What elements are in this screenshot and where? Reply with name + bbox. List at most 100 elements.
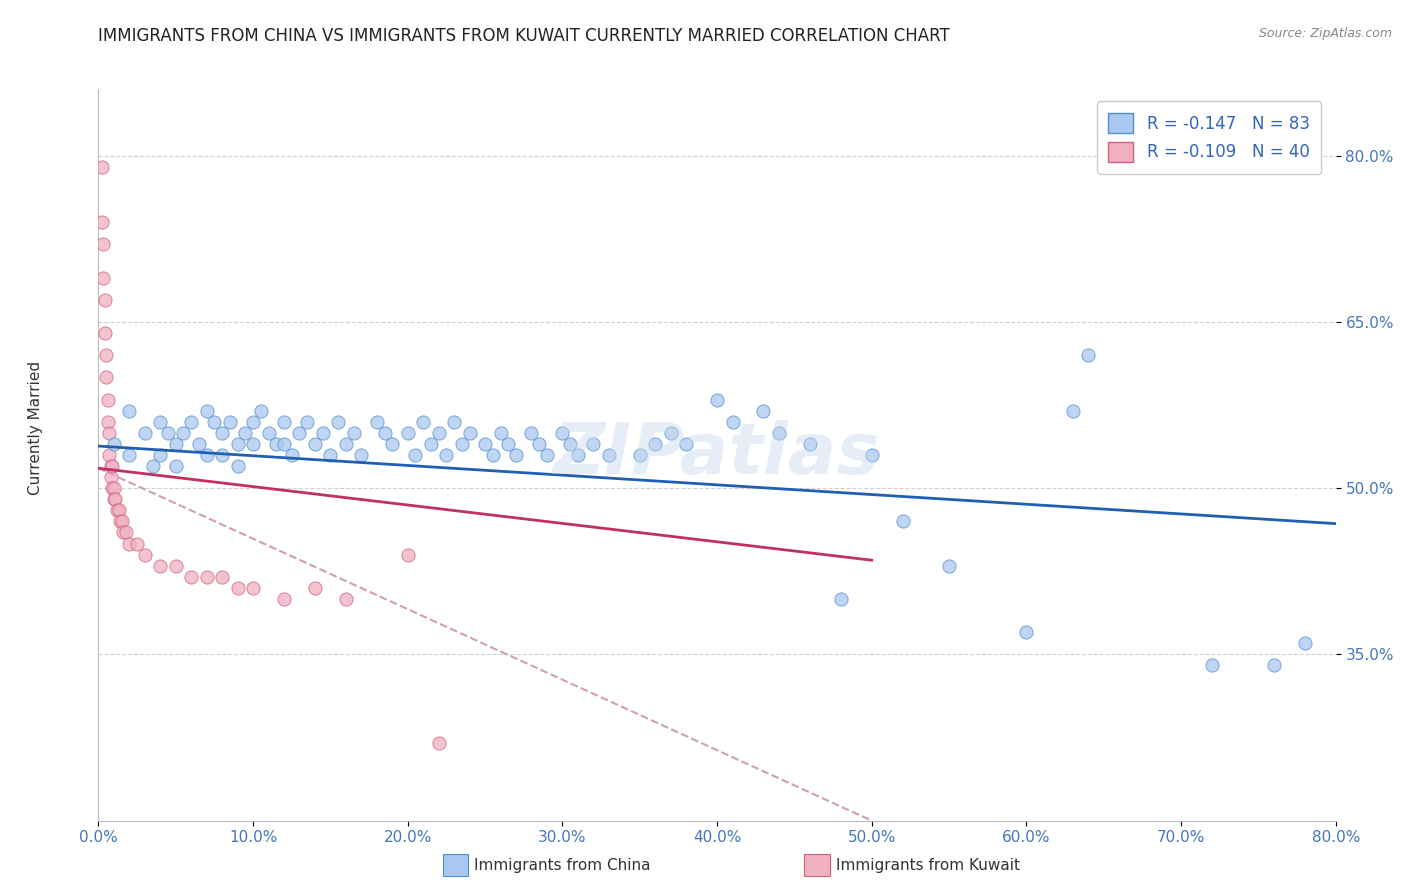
Point	[335, 437, 357, 451]
Text: Immigrants from Kuwait: Immigrants from Kuwait	[837, 858, 1019, 872]
Point	[211, 570, 233, 584]
Text: Source: ZipAtlas.com: Source: ZipAtlas.com	[1258, 27, 1392, 40]
Point	[100, 470, 122, 484]
Point	[219, 415, 242, 429]
Point	[938, 558, 960, 573]
Point	[226, 581, 249, 595]
Point	[343, 425, 366, 440]
Point	[304, 581, 326, 595]
Point	[419, 437, 441, 451]
Point	[304, 437, 326, 451]
Point	[96, 370, 118, 384]
Point	[188, 437, 211, 451]
Point	[111, 515, 132, 529]
Point	[257, 425, 280, 440]
Point	[481, 448, 505, 462]
Point	[366, 415, 388, 429]
Point	[149, 558, 172, 573]
Point	[242, 437, 264, 451]
Point	[536, 448, 558, 462]
Point	[350, 448, 373, 462]
Point	[96, 348, 118, 362]
Point	[427, 425, 450, 440]
Point	[134, 548, 156, 562]
Point	[180, 570, 202, 584]
Point	[799, 437, 821, 451]
Point	[101, 458, 124, 473]
Point	[427, 736, 450, 750]
Point	[450, 437, 472, 451]
Point	[242, 581, 264, 595]
Point	[98, 448, 121, 462]
Point	[273, 415, 295, 429]
Point	[721, 415, 744, 429]
Point	[396, 425, 419, 440]
Point	[1077, 348, 1099, 362]
Point	[103, 437, 125, 451]
Point	[118, 536, 141, 550]
Point	[105, 503, 128, 517]
Point	[396, 548, 419, 562]
Point	[443, 415, 465, 429]
Point	[706, 392, 728, 407]
Point	[752, 403, 775, 417]
Point	[141, 458, 165, 473]
Point	[436, 448, 458, 462]
Point	[180, 415, 202, 429]
Point	[644, 437, 666, 451]
Point	[195, 448, 218, 462]
Point	[112, 525, 135, 540]
Point	[149, 415, 172, 429]
Point	[273, 592, 295, 607]
Point	[474, 437, 496, 451]
Point	[101, 481, 124, 495]
Point	[104, 492, 127, 507]
Point	[1201, 658, 1223, 673]
Point	[1062, 403, 1084, 417]
Point	[127, 536, 149, 550]
Point	[118, 448, 141, 462]
Point	[319, 448, 342, 462]
Point	[226, 437, 249, 451]
Point	[860, 448, 883, 462]
Point	[551, 425, 574, 440]
Point	[100, 458, 122, 473]
Point	[103, 481, 125, 495]
Point	[374, 425, 396, 440]
Point	[226, 458, 249, 473]
Point	[90, 215, 112, 229]
Legend: R = -0.147   N = 83, R = -0.109   N = 40: R = -0.147 N = 83, R = -0.109 N = 40	[1097, 101, 1322, 174]
Point	[582, 437, 605, 451]
Point	[312, 425, 335, 440]
Point	[107, 503, 129, 517]
Point	[830, 592, 852, 607]
Point	[405, 448, 427, 462]
Point	[93, 293, 115, 307]
Point	[335, 592, 357, 607]
Point	[195, 570, 218, 584]
Point	[1263, 658, 1285, 673]
Point	[659, 425, 682, 440]
Point	[529, 437, 551, 451]
Point	[165, 558, 187, 573]
Point	[134, 425, 156, 440]
Point	[1294, 636, 1316, 650]
Point	[98, 425, 121, 440]
Point	[195, 403, 218, 417]
Point	[489, 425, 512, 440]
Point	[567, 448, 589, 462]
Point	[91, 237, 114, 252]
Point	[297, 415, 319, 429]
Point	[458, 425, 481, 440]
Point	[560, 437, 582, 451]
Point	[250, 403, 273, 417]
Point	[149, 448, 172, 462]
Point	[93, 326, 115, 340]
Point	[165, 437, 187, 451]
Point	[281, 448, 304, 462]
Point	[91, 270, 114, 285]
Point	[242, 415, 264, 429]
Point	[675, 437, 697, 451]
Point	[97, 392, 120, 407]
Text: ZIPatlas: ZIPatlas	[554, 420, 880, 490]
